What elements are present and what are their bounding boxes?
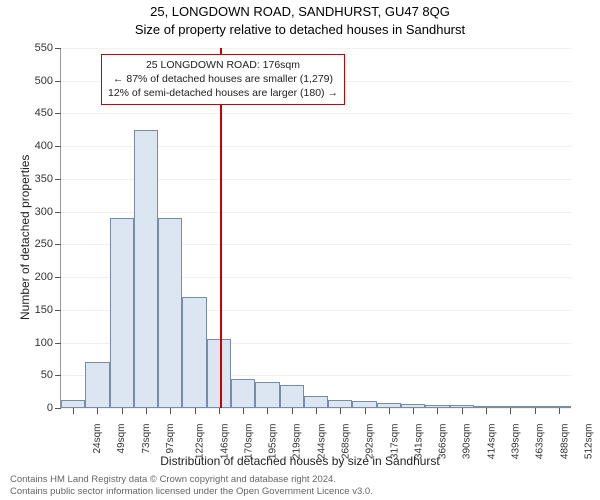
tick-y [55,81,61,82]
tick-x [559,408,560,414]
tick-x [365,408,366,414]
tick-x [316,408,317,414]
ytick-label: 0 [21,402,53,414]
tick-x [219,408,220,414]
tick-y [55,277,61,278]
histogram-bar [134,130,158,408]
histogram-bar [182,297,206,408]
xtick-label: 24sqm [92,424,103,454]
tick-x [389,408,390,414]
tick-y [55,113,61,114]
page-subtitle: Size of property relative to detached ho… [0,22,600,37]
ytick-label: 550 [21,42,53,54]
tick-y [55,212,61,213]
ytick-label: 500 [21,75,53,87]
histogram-bar [207,339,231,408]
tick-x [340,408,341,414]
tick-x [243,408,244,414]
tick-x [170,408,171,414]
histogram-bar [280,385,304,408]
tick-x [267,408,268,414]
histogram-bar [61,400,85,408]
tick-y [55,310,61,311]
tick-x [510,408,511,414]
xtick-label: 73sqm [141,424,152,454]
ytick-label: 400 [21,140,53,152]
tick-x [292,408,293,414]
tick-y [55,408,61,409]
tick-y [55,343,61,344]
tick-y [55,146,61,147]
tick-x [73,408,74,414]
histogram-bar [231,379,255,408]
tick-x [195,408,196,414]
histogram-bar [158,218,182,408]
tick-x [437,408,438,414]
tick-x [97,408,98,414]
xtick-label: 49sqm [116,424,127,454]
histogram-bar [304,396,328,408]
tick-x [462,408,463,414]
tick-x [146,408,147,414]
footnote-2: Contains public sector information licen… [10,486,373,497]
tick-x [535,408,536,414]
footnote-1: Contains HM Land Registry data © Crown c… [10,474,336,485]
tick-y [55,48,61,49]
histogram-bar [85,362,109,408]
ytick-label: 450 [21,107,53,119]
annotation-line-2: ← 87% of detached houses are smaller (1,… [108,72,338,86]
histogram-bar [110,218,134,408]
gridline-y [61,48,571,49]
tick-y [55,375,61,376]
xtick-label: 97sqm [165,424,176,454]
annotation-line-3: 12% of semi-detached houses are larger (… [108,86,338,100]
tick-y [55,179,61,180]
annotation-line-1: 25 LONGDOWN ROAD: 176sqm [108,58,338,72]
tick-y [55,244,61,245]
ytick-label: 50 [21,369,53,381]
histogram-bar [328,400,352,408]
tick-x [122,408,123,414]
tick-x [413,408,414,414]
histogram-bar [255,382,279,408]
page-title-address: 25, LONGDOWN ROAD, SANDHURST, GU47 8QG [0,4,600,19]
reference-annotation: 25 LONGDOWN ROAD: 176sqm ← 87% of detach… [101,54,345,105]
y-axis-label: Number of detached properties [18,155,32,320]
histogram-plot: 05010015020025030035040045050055024sqm49… [60,48,571,409]
x-axis-label: Distribution of detached houses by size … [0,454,600,468]
gridline-y [61,113,571,114]
ytick-label: 100 [21,337,53,349]
tick-x [486,408,487,414]
